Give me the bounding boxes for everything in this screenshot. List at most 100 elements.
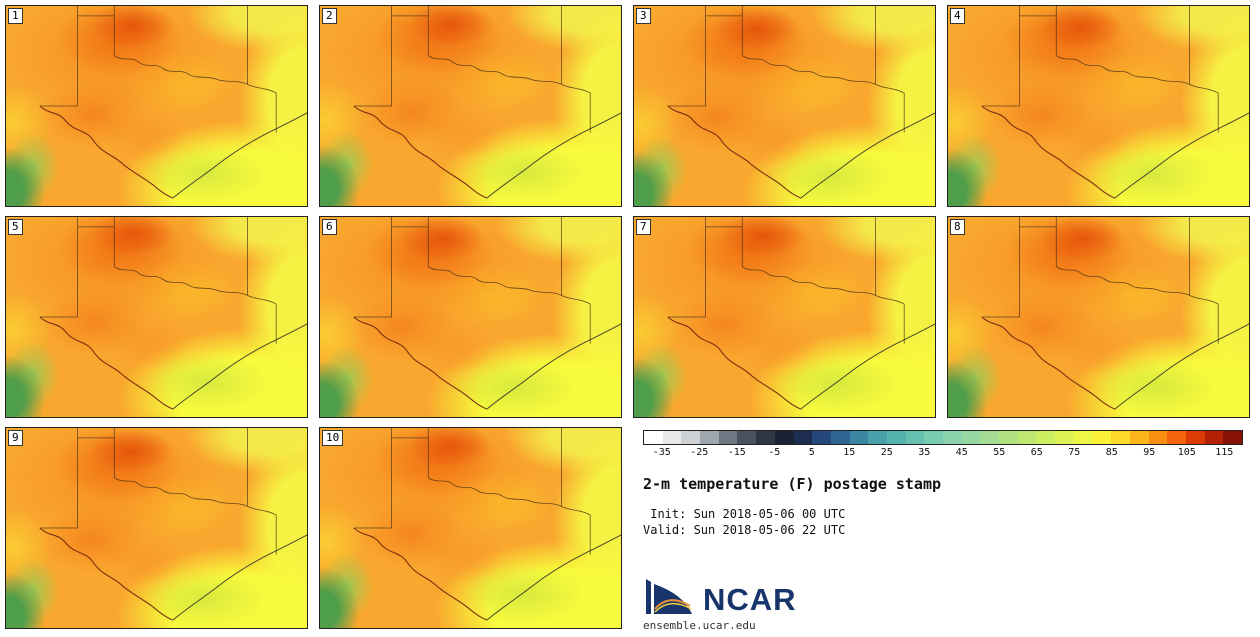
gulf-coastline xyxy=(800,112,935,199)
state-borders-overlay xyxy=(981,217,1249,410)
panel-number-label: 9 xyxy=(8,430,23,446)
rio-grande-line xyxy=(353,527,488,621)
colorbar-segment xyxy=(700,431,719,444)
panel-number-label: 2 xyxy=(322,8,337,24)
gulf-coastline xyxy=(486,534,621,621)
panel-row-1: 1 2 3 4 xyxy=(5,5,1255,207)
state-borders-overlay xyxy=(667,6,935,199)
panel-number-label: 7 xyxy=(636,219,651,235)
colorbar-ticks: -35 -25 -15 -5 5 15 25 35 45 55 65 75 85 95 105 115 xyxy=(643,447,1243,460)
colorbar-segment xyxy=(886,431,906,444)
state-borders-overlay xyxy=(39,217,307,410)
colorbar-segment xyxy=(1017,431,1037,444)
colorbar-tick-label: 55 xyxy=(993,447,1006,458)
colorbar-tick-label: 35 xyxy=(918,447,931,458)
gulf-coastline xyxy=(1114,112,1249,199)
gulf-coastline xyxy=(172,112,307,199)
panel-number-label: 4 xyxy=(950,8,965,24)
map-panel: 9 xyxy=(5,427,308,629)
gulf-coastline xyxy=(486,323,621,410)
colorbar-tick-label: 15 xyxy=(843,447,856,458)
state-borders-overlay xyxy=(667,217,935,410)
colorbar-segment xyxy=(999,431,1018,444)
colorbar-tick-label: -15 xyxy=(727,447,746,458)
colorbar-segment xyxy=(1223,431,1242,444)
panel-number-label: 1 xyxy=(8,8,23,24)
ncar-logo: NCAR xyxy=(643,574,1255,618)
colorbar-segment xyxy=(1185,431,1205,444)
colorbar-segment xyxy=(1036,431,1056,444)
ncar-wordmark: NCAR xyxy=(703,582,797,618)
colorbar-tick-label: -25 xyxy=(690,447,709,458)
colorbar-tick-label: -35 xyxy=(652,447,671,458)
colorbar-segment xyxy=(1167,431,1186,444)
rio-grande-line xyxy=(39,527,174,621)
colorbar-segment xyxy=(1129,431,1149,444)
colorbar-segment xyxy=(644,431,663,444)
colorbar-segment xyxy=(793,431,813,444)
colorbar-tick-label: 85 xyxy=(1105,447,1118,458)
panel-number-label: 3 xyxy=(636,8,651,24)
map-panel: 1 xyxy=(5,5,308,207)
colorbar-segment xyxy=(830,431,850,444)
colorbar-tick-label: 95 xyxy=(1143,447,1156,458)
colorbar-segment xyxy=(943,431,962,444)
colorbar-segment xyxy=(1092,431,1112,444)
colorbar-tick-label: 25 xyxy=(880,447,893,458)
state-borders-overlay xyxy=(39,428,307,621)
map-panel: 6 xyxy=(319,216,622,418)
gulf-coastline xyxy=(800,323,935,410)
legend-block: -35 -25 -15 -5 5 15 25 35 45 55 65 75 85 95 105 115 2-m… xyxy=(633,427,1255,632)
map-panel: 2 xyxy=(319,5,622,207)
ncar-logo-icon xyxy=(646,579,692,615)
state-borders-overlay xyxy=(353,428,621,621)
colorbar-segment xyxy=(849,431,869,444)
map-panel: 8 xyxy=(947,216,1250,418)
colorbar-segment xyxy=(812,431,831,444)
temperature-field xyxy=(948,217,1249,417)
colorbar-segment xyxy=(681,431,701,444)
init-time: Init: Sun 2018-05-06 00 UTC xyxy=(643,507,846,521)
rio-grande-line xyxy=(353,316,488,410)
colorbar-segment xyxy=(1111,431,1130,444)
colorbar-tick-label: 45 xyxy=(955,447,968,458)
colorbar-segment xyxy=(905,431,925,444)
map-panel: 3 xyxy=(633,5,936,207)
temperature-field xyxy=(6,428,307,628)
colorbar-tick-label: 105 xyxy=(1177,447,1196,458)
colorbar-segment xyxy=(1073,431,1093,444)
state-borders-overlay xyxy=(39,6,307,199)
gulf-coastline xyxy=(172,534,307,621)
colorbar-tick-label: 65 xyxy=(1030,447,1043,458)
state-borders-overlay xyxy=(981,6,1249,199)
gulf-coastline xyxy=(486,112,621,199)
rio-grande-line xyxy=(39,316,174,410)
colorbar-segment xyxy=(961,431,981,444)
rio-grande-line xyxy=(981,316,1116,410)
colorbar-segment xyxy=(737,431,757,444)
rio-grande-line xyxy=(353,105,488,199)
gulf-coastline xyxy=(172,323,307,410)
colorbar-segment xyxy=(756,431,775,444)
rio-grande-line xyxy=(667,316,802,410)
colorbar-segment xyxy=(924,431,943,444)
panel-row-3: 9 10 -35 -25 -15 -5 5 15 25 35 45 55 65 75 85 95 105 11… xyxy=(5,427,1255,632)
panel-number-label: 6 xyxy=(322,219,337,235)
colorbar-tick-label: -5 xyxy=(768,447,781,458)
panel-row-2: 5 6 7 8 xyxy=(5,216,1255,418)
colorbar-segment xyxy=(774,431,794,444)
colorbar-segment xyxy=(980,431,1000,444)
colorbar-tick-label: 5 xyxy=(808,447,815,458)
rio-grande-line xyxy=(981,105,1116,199)
colorbar-segment xyxy=(868,431,887,444)
colorbar-segment xyxy=(662,431,682,444)
rio-grande-line xyxy=(39,105,174,199)
map-panel: 4 xyxy=(947,5,1250,207)
map-panel: 5 xyxy=(5,216,308,418)
colorbar-segment xyxy=(1148,431,1168,444)
colorbar-segment xyxy=(718,431,738,444)
colorbar-tick-label: 75 xyxy=(1068,447,1081,458)
rio-grande-line xyxy=(667,105,802,199)
colorbar-segment xyxy=(1204,431,1224,444)
